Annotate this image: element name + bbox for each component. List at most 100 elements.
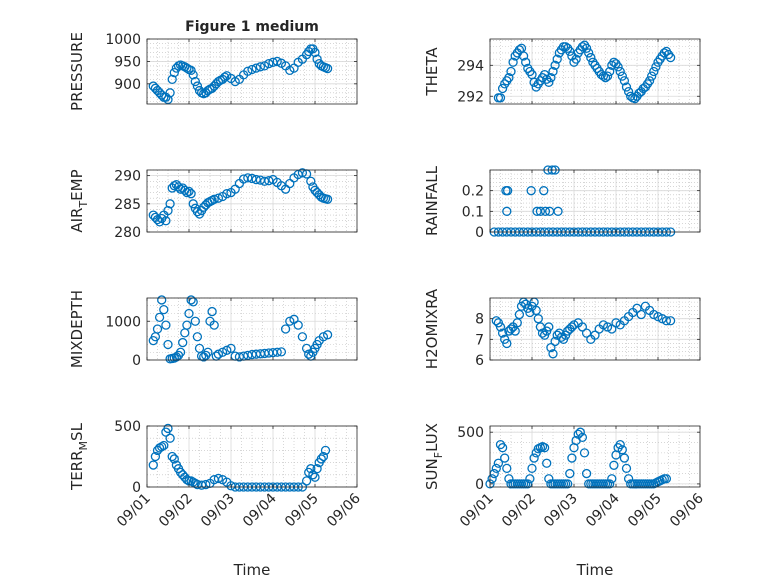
data-point <box>491 316 501 326</box>
y-tick-label: 500 <box>457 425 484 441</box>
data-point <box>644 76 655 86</box>
data-point <box>526 186 536 196</box>
data-point <box>665 316 676 326</box>
data-point <box>161 320 171 330</box>
data-point <box>548 66 558 77</box>
data-point <box>565 46 575 57</box>
data-point <box>209 320 219 330</box>
data-point <box>220 72 230 82</box>
x-tick-label: 09/03 <box>198 491 238 531</box>
data-points <box>148 44 333 105</box>
data-point <box>531 305 541 316</box>
data-point <box>504 73 514 83</box>
y-tick-label: 0 <box>475 225 484 241</box>
data-point <box>222 189 232 199</box>
x-axis-label-right: Time <box>576 561 614 579</box>
data-point <box>213 473 224 484</box>
data-point <box>213 193 224 203</box>
data-points <box>148 168 333 227</box>
data-point <box>615 439 625 450</box>
data-point <box>598 71 609 81</box>
y-tick-label: 1000 <box>105 32 141 48</box>
y-tick-label: 900 <box>114 77 141 93</box>
data-point <box>497 328 508 338</box>
data-point <box>500 453 510 463</box>
axes-box <box>489 297 701 361</box>
data-point <box>190 316 200 326</box>
data-point <box>565 468 575 479</box>
data-point <box>584 48 594 58</box>
y-tick-label: 0.2 <box>462 184 484 200</box>
data-point <box>567 322 577 332</box>
y-tick-label: 6 <box>475 353 484 369</box>
data-point <box>255 62 266 72</box>
data-point <box>318 332 329 342</box>
y-tick-label: 294 <box>457 58 484 74</box>
data-point <box>665 52 676 63</box>
data-point <box>310 47 320 58</box>
data-point <box>247 64 257 75</box>
axes-box <box>489 38 701 105</box>
data-point <box>502 463 512 474</box>
data-point <box>301 476 312 486</box>
data-point <box>527 463 537 474</box>
data-point <box>165 199 175 209</box>
data-point <box>186 65 196 76</box>
data-point <box>605 66 615 77</box>
data-point <box>272 347 282 357</box>
data-point <box>502 186 513 196</box>
y-tick-label: 8 <box>475 312 484 328</box>
data-point <box>190 76 200 87</box>
data-point <box>512 318 522 328</box>
data-point <box>175 347 186 357</box>
data-point <box>529 77 539 87</box>
data-point <box>497 443 508 453</box>
data-point <box>243 173 253 183</box>
data-point <box>621 463 632 474</box>
data-point <box>581 468 592 479</box>
data-point <box>264 59 274 69</box>
data-point <box>192 332 203 342</box>
data-point <box>161 216 171 226</box>
data-point <box>312 54 322 64</box>
data-point <box>487 474 497 484</box>
data-point <box>222 345 232 355</box>
y-tick-label: 7 <box>475 332 484 348</box>
data-point <box>508 57 518 67</box>
data-point <box>226 343 236 354</box>
y-axis-label: H2OMIXRA <box>423 288 441 369</box>
data-point <box>544 77 554 87</box>
x-axis-label-left: Time <box>233 561 271 579</box>
data-point <box>613 62 623 72</box>
data-point <box>619 453 630 463</box>
data-point <box>567 453 577 463</box>
data-point <box>320 445 331 456</box>
data-point <box>184 186 194 197</box>
data-point <box>217 347 228 357</box>
data-point <box>619 76 630 86</box>
data-point <box>167 451 177 462</box>
data-point <box>535 206 546 216</box>
data-point <box>182 475 192 485</box>
data-point <box>586 52 596 63</box>
data-point <box>203 347 213 357</box>
data-point <box>553 206 563 216</box>
y-axis-label: PRESSURE <box>68 32 86 111</box>
x-tick-label: 09/06 <box>667 490 707 530</box>
x-tick-label: 09/03 <box>541 491 581 531</box>
y-axis-label: MIXDEPTH <box>68 290 86 368</box>
x-tick-label: 09/01 <box>114 491 154 531</box>
data-point <box>234 352 245 362</box>
subplot-pressure: 900 950 1000 PRESSURE <box>68 32 358 111</box>
y-axis-label: AIRTEMP <box>68 169 90 232</box>
data-point <box>661 474 672 484</box>
data-point <box>542 458 552 468</box>
data-point <box>539 443 550 453</box>
x-tick-label: 09/01 <box>457 491 497 531</box>
axes-box <box>489 169 701 233</box>
y-tick-label: 280 <box>114 225 141 241</box>
data-point <box>563 479 573 489</box>
data-point <box>617 71 627 81</box>
data-point <box>154 312 165 323</box>
